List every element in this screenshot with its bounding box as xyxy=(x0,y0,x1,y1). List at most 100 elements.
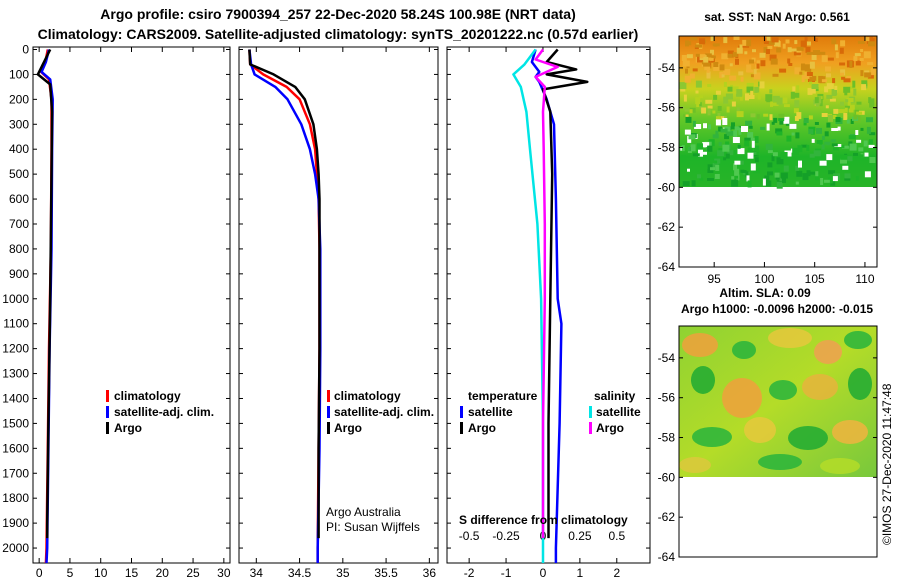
x-tick-label: 35 xyxy=(336,566,350,580)
sst-speckle-cell xyxy=(801,63,805,71)
sla-anomaly-blob xyxy=(691,366,715,394)
depth-tick-label: 1000 xyxy=(2,292,29,306)
sst-speckle-cell xyxy=(805,46,811,53)
sst-speckle-cell xyxy=(816,140,823,144)
secondary-x-tick-label: -0.25 xyxy=(492,529,520,543)
difference-axis-title: S difference from climatology xyxy=(459,513,628,527)
sla-anomaly-blob xyxy=(769,380,797,400)
sst-speckle-cell xyxy=(750,90,754,98)
legend-swatch-climatology xyxy=(106,390,109,402)
sst-speckle-cell xyxy=(757,92,761,100)
depth-tick-label: 600 xyxy=(9,192,29,206)
sst-speckle-cell xyxy=(691,180,696,187)
sst-speckle-cell xyxy=(849,61,853,68)
sst-speckle-cell xyxy=(853,88,857,96)
sst-speckle-cell xyxy=(806,72,813,76)
sst-speckle-cell xyxy=(775,128,783,134)
sst-speckle-cell xyxy=(782,178,786,184)
sst-speckle-cell xyxy=(692,120,696,127)
sst-speckle-cell xyxy=(787,47,792,53)
sst-speckle-cell xyxy=(721,116,725,120)
depth-tick-label: 1900 xyxy=(2,516,29,530)
sst-speckle-cell xyxy=(855,60,861,66)
sst-speckle-cell xyxy=(860,127,864,131)
sst-speckle-cell xyxy=(718,126,723,132)
sst-speckle-cell xyxy=(715,90,721,95)
sla-anomaly-blob xyxy=(848,368,872,400)
sst-speckle-cell xyxy=(765,180,772,187)
sst-speckle-cell xyxy=(681,145,685,152)
x-tick-label: 0 xyxy=(36,566,43,580)
sla-map: -54 -56 -58 -60 -62 -64 xyxy=(658,325,878,564)
sst-speckle-cell xyxy=(708,124,711,130)
sst-speckle-cell xyxy=(684,108,690,112)
sst-speckle-cell xyxy=(708,57,712,61)
sst-speckle-cell xyxy=(738,127,742,135)
sla-anomaly-blob xyxy=(758,454,802,470)
sst-speckle-cell xyxy=(859,58,864,61)
sst-speckle-cell xyxy=(707,84,712,87)
sst-speckle-cell xyxy=(704,65,711,71)
sst-speckle-cell xyxy=(860,49,864,52)
sst-speckle-cell xyxy=(723,96,729,104)
sst-speckle-cell xyxy=(814,122,819,125)
lat-tick-label: -54 xyxy=(658,351,676,365)
sst-speckle-cell xyxy=(782,43,786,49)
sst-speckle-cell xyxy=(717,106,722,111)
sst-speckle-cell xyxy=(869,98,875,106)
sst-speckle-cell xyxy=(684,75,691,83)
sst-speckle-cell xyxy=(869,157,876,163)
sst-speckle-cell xyxy=(840,158,847,164)
sst-speckle-cell xyxy=(861,80,868,87)
sst-speckle-cell xyxy=(710,36,714,42)
sla-anomaly-blob xyxy=(744,417,776,443)
sst-speckle-cell xyxy=(698,102,702,107)
sst-speckle-cell xyxy=(794,100,800,108)
sst-speckle-cell xyxy=(703,62,711,67)
sst-speckle-cell xyxy=(698,149,703,157)
sst-speckle-cell xyxy=(709,55,716,59)
sst-speckle-cell xyxy=(855,176,859,181)
sst-speckle-cell xyxy=(796,49,802,53)
sst-speckle-cell xyxy=(744,51,748,55)
sst-speckle-cell xyxy=(840,154,848,160)
sst-speckle-cell xyxy=(682,60,690,67)
sst-speckle-cell xyxy=(695,53,700,57)
sst-speckle-cell xyxy=(864,37,870,42)
sst-speckle-cell xyxy=(828,114,833,122)
sst-speckle-cell xyxy=(745,93,749,101)
sst-speckle-cell xyxy=(765,143,773,150)
legend-swatch-t-argo xyxy=(460,422,463,434)
sst-speckle-cell xyxy=(692,68,698,72)
sst-speckle-cell xyxy=(744,137,752,141)
sla-anomaly-blob xyxy=(722,378,762,418)
x-tick-label: 20 xyxy=(156,566,170,580)
sst-speckle-cell xyxy=(857,40,865,44)
sst-speckle-cell xyxy=(809,171,815,175)
sst-speckle-cell xyxy=(855,130,859,135)
sst-speckle-cell xyxy=(814,97,819,104)
sst-speckle-cell xyxy=(699,54,706,59)
sst-speckle-cell xyxy=(690,144,696,152)
sst-speckle-cell xyxy=(766,49,770,54)
sst-speckle-cell xyxy=(800,40,807,48)
x-tick-label: 0 xyxy=(540,566,547,580)
sst-speckle-cell xyxy=(790,91,795,99)
sst-speckle-cell xyxy=(740,76,744,82)
sst-speckle-cell xyxy=(699,95,704,99)
sst-speckle-cell xyxy=(795,181,799,185)
sst-speckle-cell xyxy=(756,63,760,69)
sst-speckle-cell xyxy=(856,111,863,115)
sst-speckle-cell xyxy=(772,73,779,77)
sst-speckle-cell xyxy=(797,145,803,153)
sst-speckle-cell xyxy=(722,118,728,125)
sst-speckle-cell xyxy=(725,131,733,135)
sst-speckle-cell xyxy=(765,94,773,102)
salinity-panel-frame xyxy=(238,46,439,564)
sst-speckle-cell xyxy=(733,130,738,138)
sst-speckle-cell xyxy=(735,58,739,65)
sst-speckle-cell xyxy=(756,151,760,156)
sst-speckle-cell xyxy=(772,152,778,157)
sst-speckle-cell xyxy=(868,139,873,145)
sst-speckle-cell xyxy=(767,171,773,176)
